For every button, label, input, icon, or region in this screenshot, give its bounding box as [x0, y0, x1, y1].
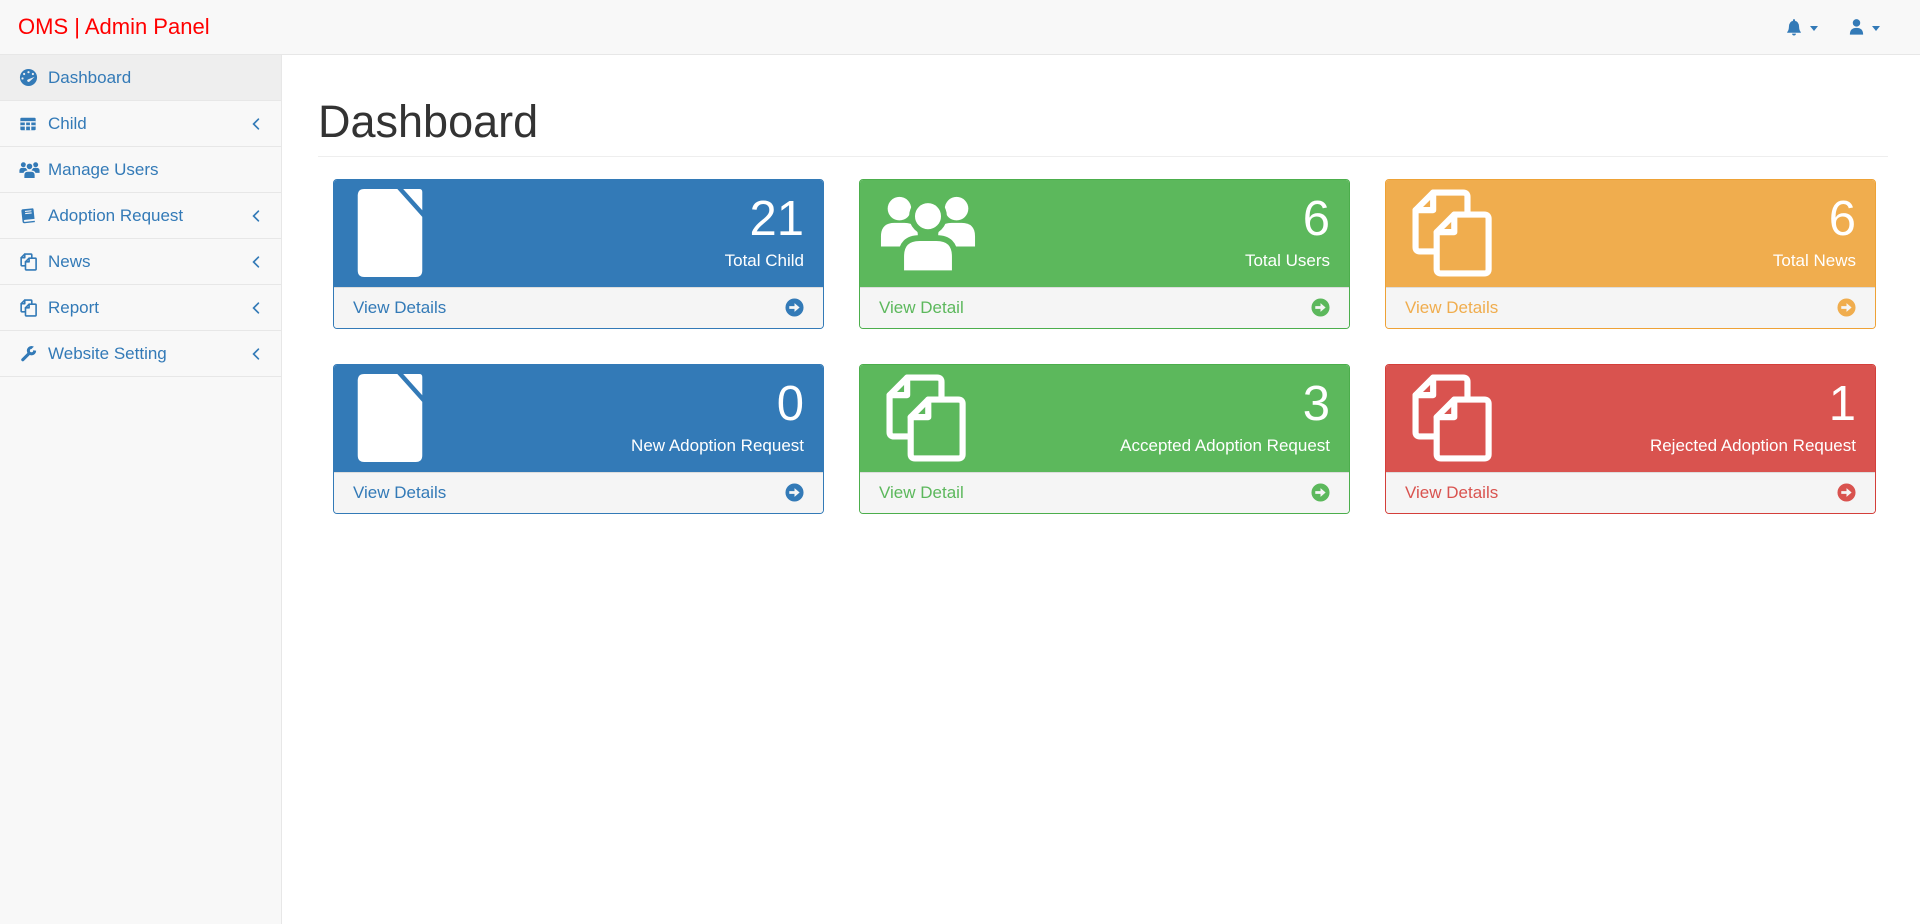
sidebar-item-news[interactable]: News — [0, 239, 281, 285]
copy-icon — [879, 374, 967, 462]
page-title: Dashboard — [318, 96, 539, 147]
view-details-link[interactable]: View Details — [1386, 471, 1875, 513]
view-details-label: View Details — [353, 297, 447, 317]
chevron-left-icon — [250, 117, 261, 131]
sidebar-item-report[interactable]: Report — [0, 285, 281, 331]
caret-down-icon — [1810, 25, 1818, 31]
file-icon — [353, 374, 427, 462]
sidebar-item-adoption-request[interactable]: Adoption Request — [0, 193, 281, 239]
stat-card-total-users: 6 Total Users View Detail — [859, 178, 1350, 329]
stat-value: 6 — [1302, 191, 1330, 246]
view-details-link[interactable]: View Details — [334, 286, 823, 328]
sidebar-item-label: Child — [48, 113, 87, 133]
stat-card-body: 0 New Adoption Request — [334, 364, 823, 472]
arrow-circle-right-icon — [1837, 483, 1856, 502]
main-content: Dashboard 21 Total Child View Details — [282, 55, 1920, 924]
stat-label: Rejected Adoption Request — [1649, 436, 1856, 456]
stat-card-figures: 6 Total News — [1772, 191, 1856, 272]
stat-card-body: 6 Total Users — [860, 179, 1349, 287]
sidebar-item-label: News — [48, 251, 91, 271]
sidebar: Dashboard Child — [0, 55, 282, 924]
stat-card-body: 3 Accepted Adoption Request — [860, 364, 1349, 472]
book-icon — [19, 207, 48, 225]
stat-card-figures: 21 Total Child — [724, 191, 804, 272]
arrow-circle-right-icon — [1837, 298, 1856, 317]
view-details-link[interactable]: View Detail — [860, 286, 1349, 328]
view-details-label: View Details — [1405, 482, 1499, 502]
stat-value: 3 — [1302, 376, 1330, 431]
stat-value: 0 — [776, 376, 804, 431]
chevron-left-icon — [250, 301, 261, 315]
stat-card-body: 6 Total News — [1386, 179, 1875, 287]
view-details-link[interactable]: View Detail — [860, 471, 1349, 513]
arrow-circle-right-icon — [1311, 298, 1330, 317]
view-details-label: View Detail — [879, 482, 964, 502]
stat-card-new-adoption-request: 0 New Adoption Request View Details — [333, 363, 824, 514]
stat-card-figures: 1 Rejected Adoption Request — [1649, 376, 1856, 457]
stat-label: Total News — [1772, 251, 1856, 271]
user-icon — [1848, 18, 1865, 36]
sidebar-item-label: Dashboard — [48, 67, 132, 87]
page-header: Dashboard — [318, 97, 1888, 157]
stat-card-total-child: 21 Total Child View Details — [333, 178, 824, 329]
stat-card-accepted-adoption-request: 3 Accepted Adoption Request View Detail — [859, 363, 1350, 514]
sidebar-item-website-setting[interactable]: Website Setting — [0, 331, 281, 377]
copy-icon — [1405, 189, 1493, 277]
chevron-left-icon — [250, 209, 261, 223]
stat-value: 6 — [1828, 191, 1856, 246]
view-details-label: View Details — [1405, 297, 1499, 317]
stat-card-body: 21 Total Child — [334, 179, 823, 287]
stat-card-body: 1 Rejected Adoption Request — [1386, 364, 1875, 472]
stat-label: New Adoption Request — [631, 436, 804, 456]
stat-label: Total Child — [724, 251, 804, 271]
stat-value: 21 — [749, 191, 804, 246]
copy-icon — [1405, 374, 1493, 462]
file-icon — [353, 189, 427, 277]
stat-card-figures: 3 Accepted Adoption Request — [1120, 376, 1330, 457]
caret-down-icon — [1872, 25, 1880, 31]
copy-icon — [19, 298, 48, 317]
stat-value: 1 — [1828, 376, 1856, 431]
bell-icon — [1785, 18, 1803, 37]
arrow-circle-right-icon — [785, 298, 804, 317]
sidebar-item-label: Website Setting — [48, 343, 167, 363]
top-navbar: OMS | Admin Panel — [0, 0, 1920, 55]
chevron-left-icon — [250, 255, 261, 269]
chevron-left-icon — [250, 347, 261, 361]
stat-card-total-news: 6 Total News View Details — [1385, 178, 1876, 329]
sidebar-item-label: Manage Users — [48, 159, 159, 179]
arrow-circle-right-icon — [785, 483, 804, 502]
wrench-icon — [19, 344, 48, 363]
users-icon — [879, 191, 977, 275]
view-details-link[interactable]: View Details — [1386, 286, 1875, 328]
stat-cards-grid: 21 Total Child View Details — [333, 178, 1920, 514]
stat-card-rejected-adoption-request: 1 Rejected Adoption Request View Details — [1385, 363, 1876, 514]
sidebar-item-label: Report — [48, 297, 100, 317]
sidebar-item-dashboard[interactable]: Dashboard — [0, 55, 281, 101]
view-details-label: View Details — [353, 482, 447, 502]
stat-label: Total Users — [1244, 251, 1330, 271]
view-details-label: View Detail — [879, 297, 964, 317]
user-dropdown[interactable] — [1833, 0, 1895, 54]
arrow-circle-right-icon — [1311, 483, 1330, 502]
notifications-dropdown[interactable] — [1770, 0, 1833, 54]
navbar-right-group — [1770, 0, 1895, 54]
copy-icon — [19, 252, 48, 271]
sidebar-item-label: Adoption Request — [48, 205, 184, 225]
stat-card-figures: 6 Total Users — [1244, 191, 1330, 272]
brand-title[interactable]: OMS | Admin Panel — [18, 14, 210, 39]
sidebar-item-manage-users[interactable]: Manage Users — [0, 147, 281, 193]
view-details-link[interactable]: View Details — [334, 471, 823, 513]
stat-card-figures: 0 New Adoption Request — [631, 376, 804, 457]
dashboard-icon — [19, 68, 48, 87]
users-icon — [19, 161, 48, 179]
table-icon — [19, 115, 48, 133]
sidebar-item-child[interactable]: Child — [0, 101, 281, 147]
stat-label: Accepted Adoption Request — [1120, 436, 1330, 456]
